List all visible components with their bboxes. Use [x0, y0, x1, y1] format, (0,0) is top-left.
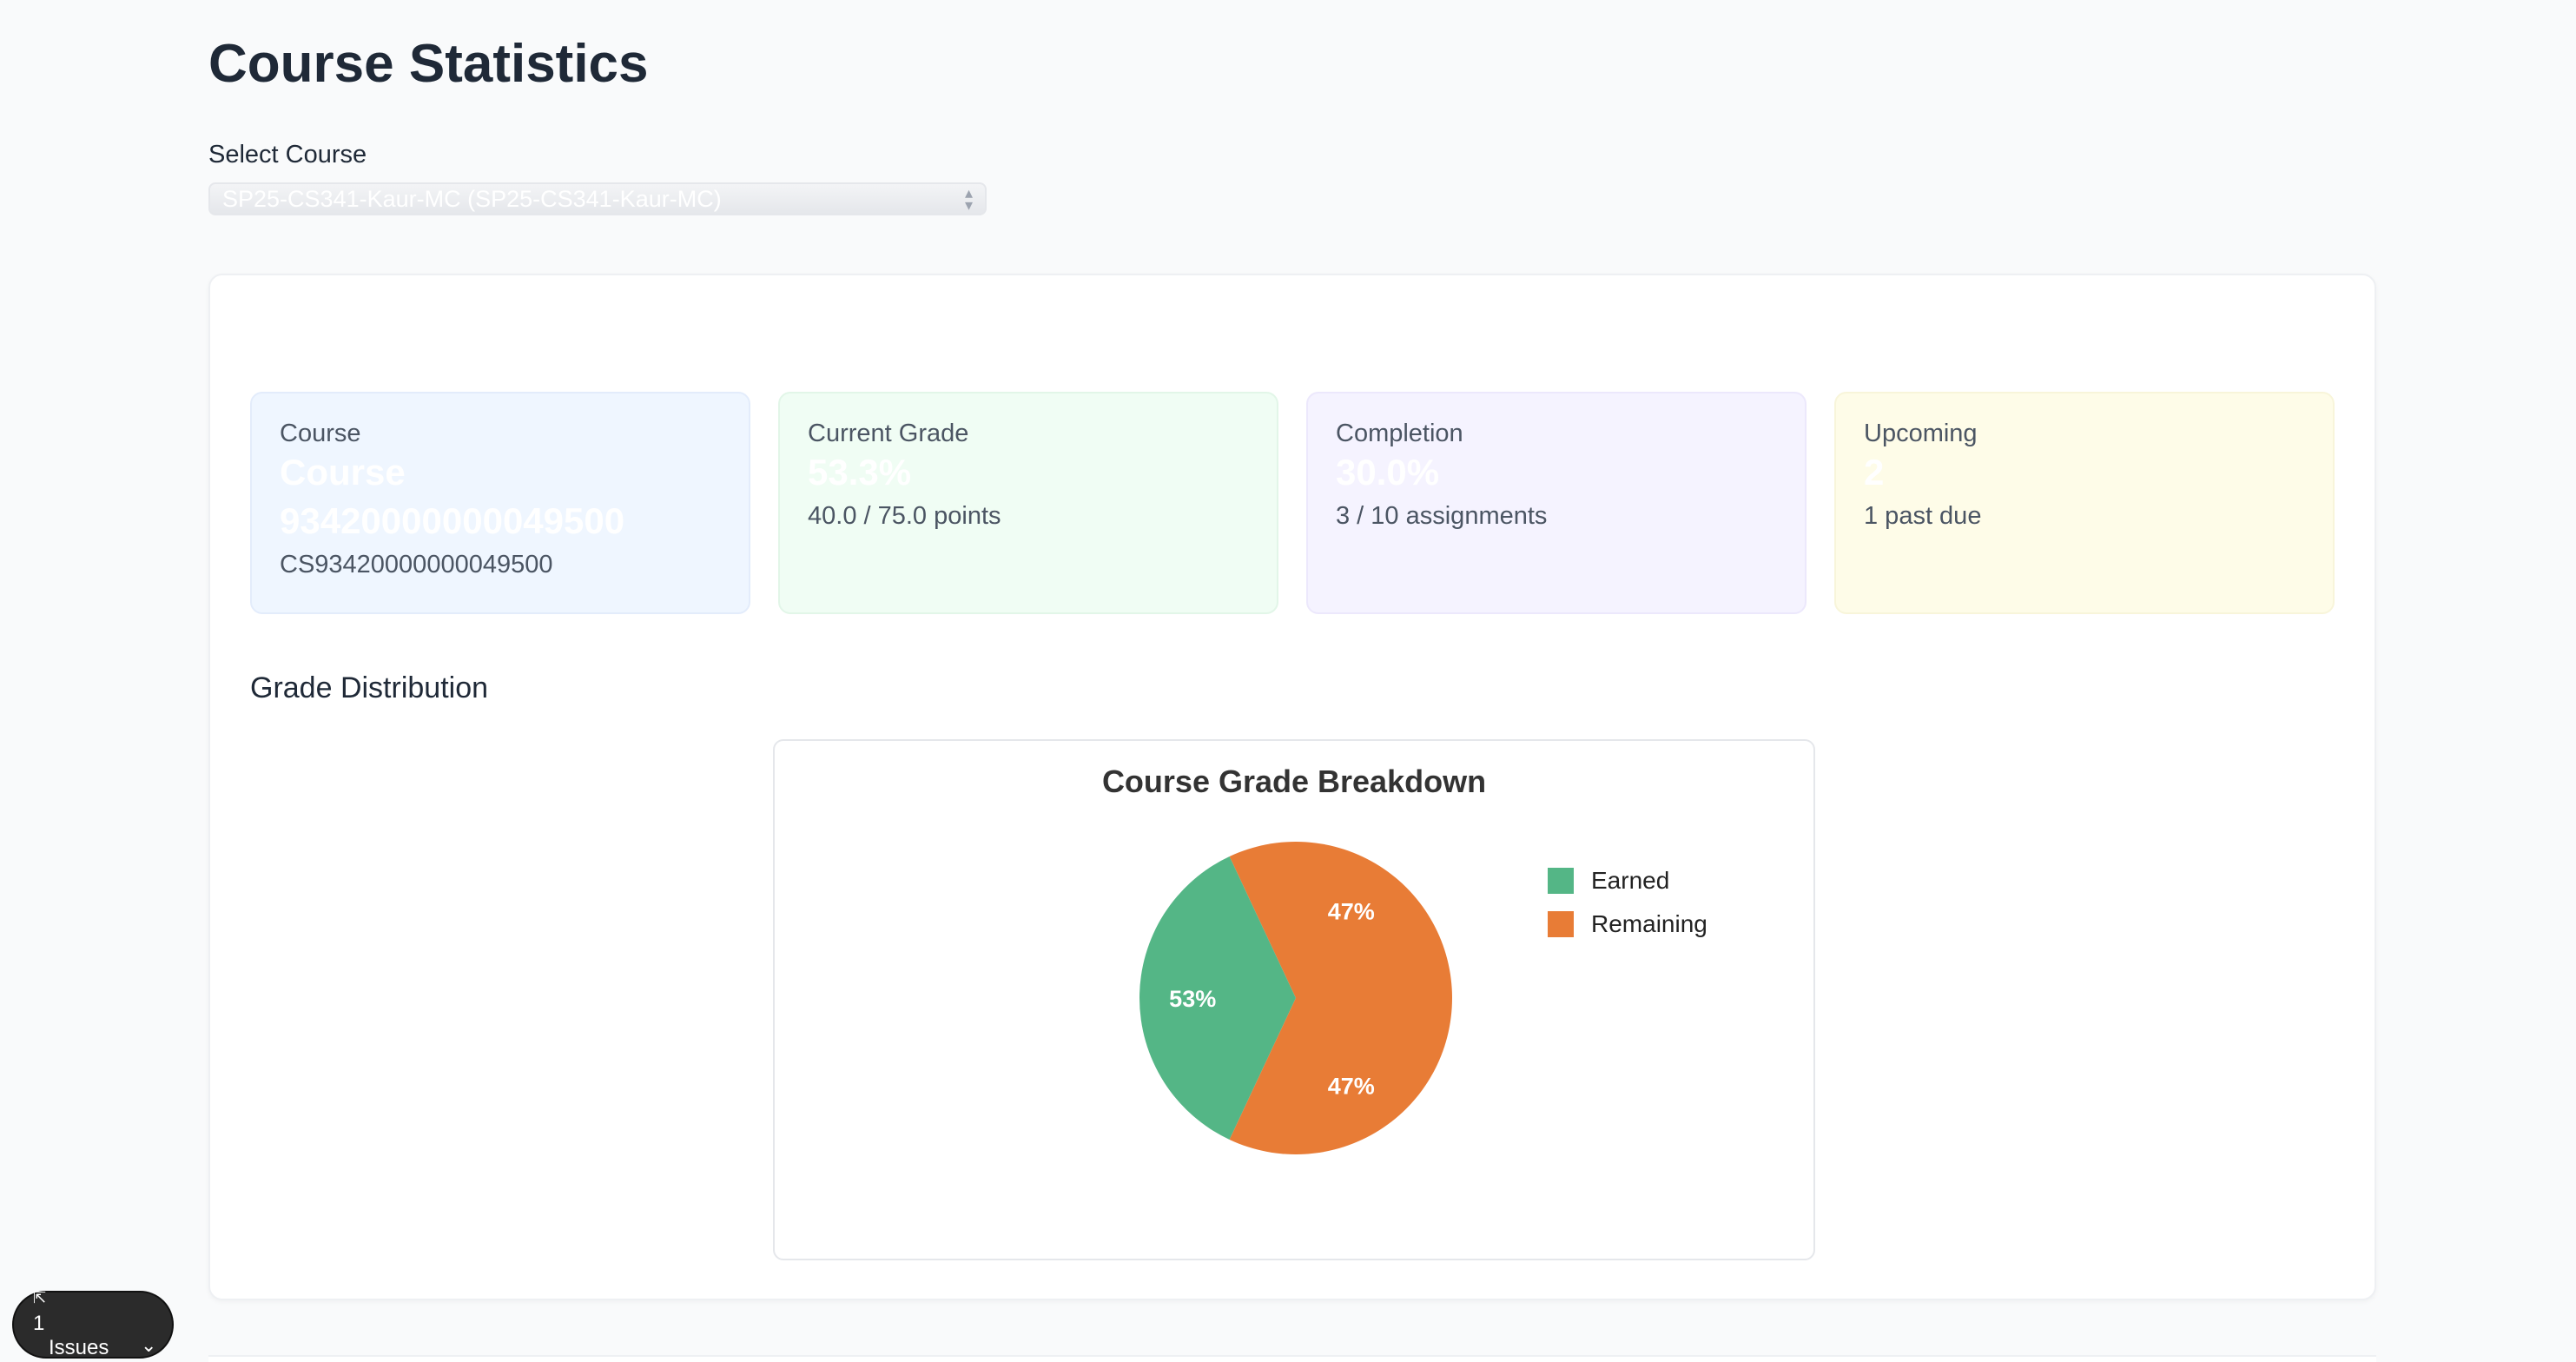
course-card-label: Course [280, 420, 361, 447]
upcoming-card: Upcoming 2 1 past due [1834, 392, 2335, 614]
legend-swatch-earned [1548, 868, 1574, 894]
current-grade-label: Current Grade [808, 420, 969, 447]
page-title: Course Statistics [208, 34, 649, 94]
grade-breakdown-chart: Course Grade Breakdown 47% 53% 47% Earned Re… [773, 739, 1815, 1260]
pie-chart: 47% 53% 47% Earned Remaining [1139, 842, 1707, 1154]
course-select-value: SP25-CS341-Kaur-MC (SP25-CS341-Kaur-MC) [222, 185, 722, 212]
course-card-value-line1: Course [280, 452, 406, 493]
course-card: Course Course 93420000000049500 CS934200… [250, 392, 750, 614]
upcoming-label: Upcoming [1864, 420, 1978, 447]
select-course-label: Select Course [208, 141, 367, 169]
issues-button[interactable]: ⇱ 1 Issues ⌄ [12, 1289, 174, 1359]
current-grade-value: 53.3% [808, 452, 912, 493]
course-card-value-line2: 93420000000049500 [280, 500, 625, 541]
pie-slice-remaining-2 [1229, 998, 1452, 1154]
chart-title: Course Grade Breakdown [1101, 764, 1487, 799]
pie-slice-label-2: 47% [1328, 1073, 1375, 1099]
completion-label: Completion [1336, 420, 1463, 447]
issues-label: Issues [49, 1336, 109, 1359]
pie-slice-label-1: 53% [1169, 986, 1216, 1012]
stats-panel: Course Course 93420000000049500 CS934200… [208, 274, 2376, 1300]
completion-assignments: 3 / 10 assignments [1336, 502, 1548, 530]
legend-label-remaining: Remaining [1591, 910, 1707, 937]
current-grade-points: 40.0 / 75.0 points [808, 502, 1001, 530]
upcoming-value: 2 [1864, 452, 1885, 493]
course-select[interactable]: SP25-CS341-Kaur-MC (SP25-CS341-Kaur-MC) … [208, 182, 987, 215]
next-panel-edge [208, 1355, 2376, 1362]
collapse-icon: ⇱ [33, 1289, 47, 1306]
pie-slice-earned-1 [1139, 856, 1296, 1140]
current-grade-card: Current Grade 53.3% 40.0 / 75.0 points [778, 392, 1278, 614]
legend-label-earned: Earned [1591, 867, 1669, 894]
upcoming-past-due: 1 past due [1864, 502, 1982, 530]
chevron-down-icon: ⌄ [141, 1334, 157, 1356]
pie-slice-remaining-0 [1229, 842, 1452, 998]
issues-count: 1 [33, 1312, 45, 1335]
select-arrows-icon: ▴ ▾ [964, 184, 973, 214]
grade-distribution-title: Grade Distribution [250, 671, 489, 704]
course-card-code: CS93420000000049500 [280, 551, 553, 579]
pie-slice-label-0: 47% [1328, 899, 1375, 925]
legend-swatch-remaining [1548, 911, 1574, 937]
completion-value: 30.0% [1336, 452, 1440, 493]
completion-card: Completion 30.0% 3 / 10 assignments [1306, 392, 1807, 614]
